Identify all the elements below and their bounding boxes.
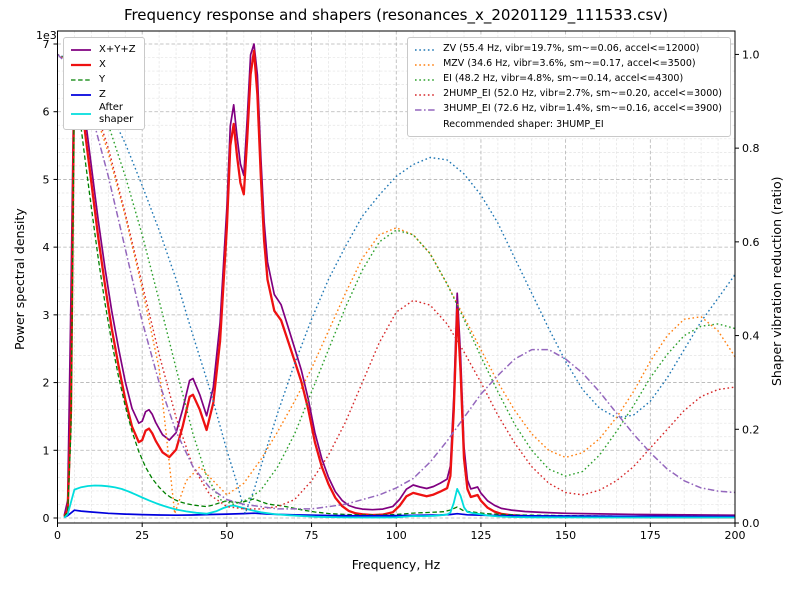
legend-item: After shaper (70, 102, 136, 125)
x-axis-label: Frequency, Hz (351, 557, 441, 572)
legend-line-sample-icon (415, 108, 436, 111)
y-left-tick-label: 4 (43, 241, 50, 254)
legend-item-label: X+Y+Z (99, 43, 136, 55)
legend-shapers: ZV (55.4 Hz, vibr=19.7%, sm~=0.06, accel… (407, 37, 731, 137)
legend-item-label: Y (99, 73, 106, 85)
legend-item-label: After shaper (99, 102, 134, 125)
x-tick-label: 125 (470, 529, 491, 542)
legend-line-sample-icon (71, 93, 91, 96)
legend-item-label: 2HUMP_EI (52.0 Hz, vibr=2.7%, sm~=0.20, … (443, 88, 722, 100)
legend-line-sample-icon (415, 78, 436, 81)
y-axis-label-right: Shaper vibration reduction (ratio) (769, 176, 784, 386)
y-left-tick-label: 7 (43, 38, 50, 51)
legend-item-label: Z (99, 88, 106, 100)
x-tick-label: 50 (220, 529, 234, 542)
chart-title: Frequency response and shapers (resonanc… (123, 6, 669, 24)
y-right-tick-label: 1.0 (742, 48, 760, 61)
y-left-tick-label: 3 (43, 309, 50, 322)
legend-line-sample-icon (415, 63, 436, 66)
legend-item: 2HUMP_EI (52.0 Hz, vibr=2.7%, sm~=0.20, … (414, 87, 722, 102)
legend-item: X (70, 57, 136, 72)
legend-psd: X+Y+Z X Y Z After shaper (63, 37, 145, 130)
legend-item: ZV (55.4 Hz, vibr=19.7%, sm~=0.06, accel… (414, 42, 722, 57)
y-right-tick-label: 0.2 (742, 423, 760, 436)
legend-item-label: 3HUMP_EI (72.6 Hz, vibr=1.4%, sm~=0.16, … (443, 103, 722, 115)
series-ei (57, 53, 735, 505)
y-right-tick-label: 0.4 (742, 330, 760, 343)
legend-item-label: MZV (34.6 Hz, vibr=3.6%, sm~=0.17, accel… (443, 58, 696, 70)
recommended-shaper-note: Recommended shaper: 3HUMP_EI (443, 119, 604, 130)
series-x (63, 49, 735, 519)
x-tick-label: 200 (725, 529, 746, 542)
legend-item: Y (70, 72, 136, 87)
legend-item: MZV (34.6 Hz, vibr=3.6%, sm~=0.17, accel… (414, 57, 722, 72)
y-right-tick-label: 0.0 (742, 517, 760, 530)
legend-line-sample-icon (71, 63, 91, 66)
legend-item-label: ZV (55.4 Hz, vibr=19.7%, sm~=0.06, accel… (443, 43, 700, 55)
x-tick-label: 100 (386, 529, 407, 542)
series-zv (57, 53, 735, 515)
legend-item: X+Y+Z (70, 42, 136, 57)
y-left-tick-label: 1 (43, 444, 50, 457)
x-tick-label: 175 (640, 529, 661, 542)
legend-item-label: X (99, 58, 106, 70)
legend-item: EI (48.2 Hz, vibr=4.8%, sm~=0.14, accel<… (414, 72, 722, 87)
series-y (63, 77, 735, 518)
y-axis-offset-text: 1e3 (36, 29, 57, 42)
x-tick-label: 75 (305, 529, 319, 542)
y-right-tick-label: 0.6 (742, 236, 760, 249)
y-axis-label-left: Power spectral density (12, 208, 27, 350)
series-after-shaper (63, 484, 735, 519)
legend-item: 3HUMP_EI (72.6 Hz, vibr=1.4%, sm~=0.16, … (414, 102, 722, 117)
series-2hump-ei (57, 53, 735, 510)
legend-line-sample-icon (415, 93, 436, 96)
y-left-tick-label: 0 (43, 512, 50, 525)
legend-item: Z (70, 87, 136, 102)
series-mzv (57, 53, 735, 515)
x-tick-label: 150 (555, 529, 576, 542)
legend-item-label: EI (48.2 Hz, vibr=4.8%, sm~=0.14, accel<… (443, 73, 684, 85)
y-left-tick-label: 6 (43, 106, 50, 119)
x-tick-label: 25 (135, 529, 149, 542)
legend-line-sample-icon (415, 48, 436, 51)
y-left-tick-label: 5 (43, 173, 50, 186)
y-right-tick-label: 0.8 (742, 142, 760, 155)
series-3hump-ei (57, 53, 735, 510)
legend-line-sample-icon (71, 48, 91, 51)
legend-line-sample-icon (71, 78, 91, 81)
x-tick-label: 0 (54, 529, 61, 542)
y-left-tick-label: 2 (43, 377, 50, 390)
legend-line-sample-icon (71, 112, 91, 115)
